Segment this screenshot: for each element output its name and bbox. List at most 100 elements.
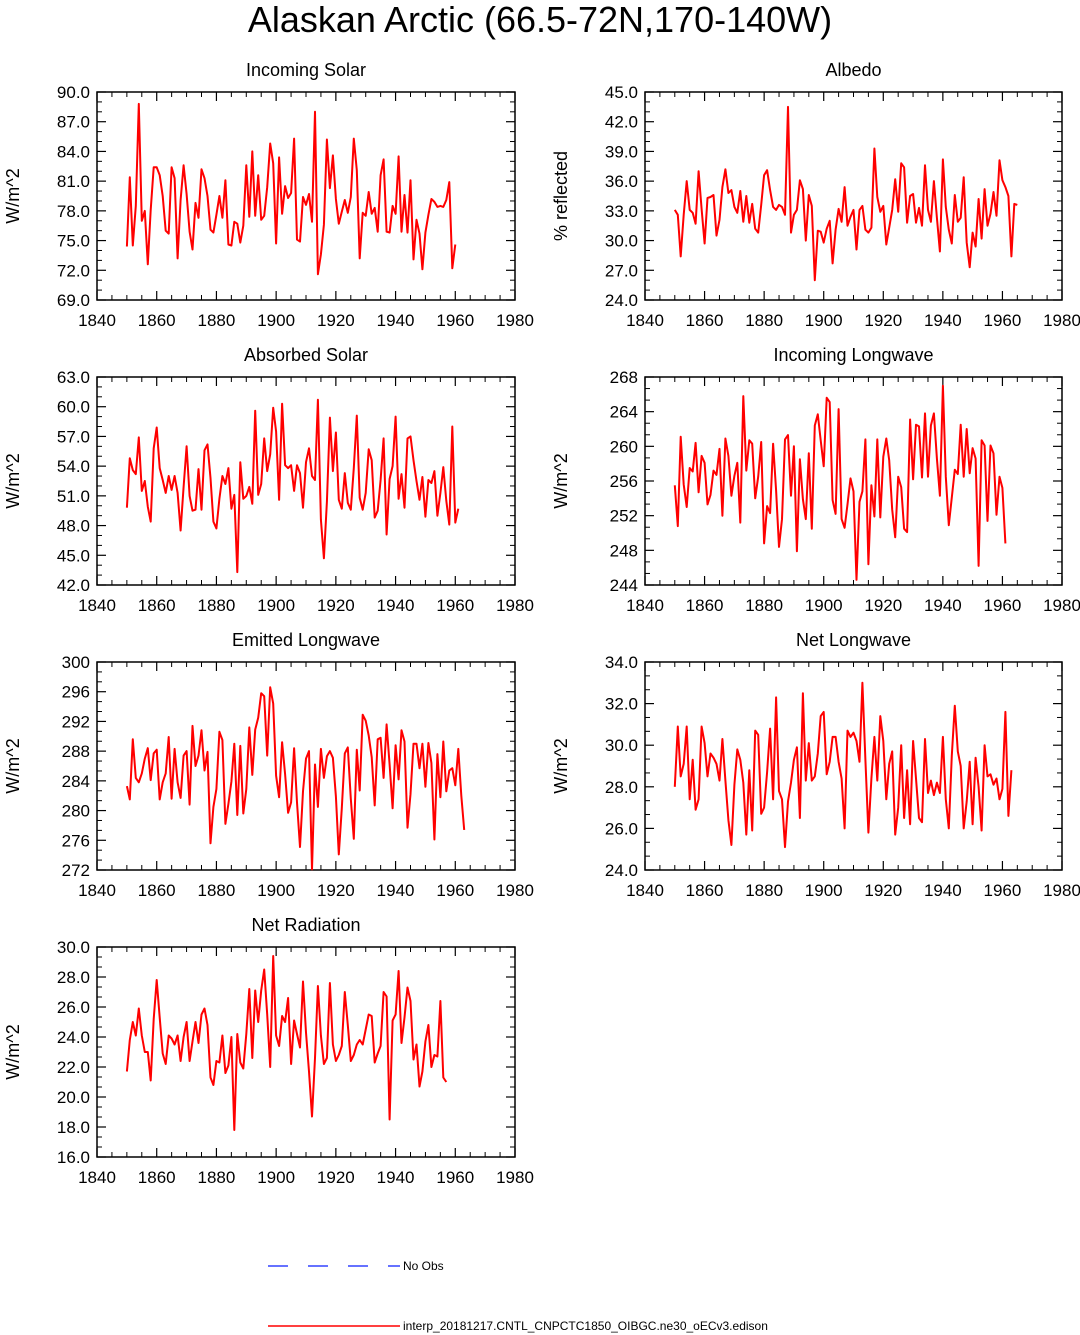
y-tick-label: 20.0 <box>57 1088 90 1107</box>
y-tick-label: 34.0 <box>605 653 638 672</box>
y-tick-label: 69.0 <box>57 291 90 310</box>
x-tick-label: 1860 <box>138 1168 176 1187</box>
y-tick-label: 42.0 <box>605 113 638 132</box>
panel-title: Net Radiation <box>251 915 360 935</box>
panel-emitted-longwave: Emitted Longwave W/m^2 272 276 280 284 288 292 2… <box>3 630 534 900</box>
x-tick-label: 1880 <box>745 881 783 900</box>
x-tick-label: 1920 <box>864 881 902 900</box>
y-tick-label: 32.0 <box>605 695 638 714</box>
panel-incoming-longwave: Incoming Longwave W/m^2 244 248 252 256 260 264… <box>551 345 1080 615</box>
x-tick-label: 1860 <box>138 881 176 900</box>
x-tick-label: 1880 <box>198 596 236 615</box>
y-tick-label: 81.0 <box>57 172 90 191</box>
x-tick-label: 1880 <box>198 881 236 900</box>
x-tick-label: 1900 <box>805 596 843 615</box>
y-tick-label: 33.0 <box>605 202 638 221</box>
y-tick-label: 63.0 <box>57 368 90 387</box>
x-tick-label: 1840 <box>78 1168 116 1187</box>
x-tick-label: 1840 <box>78 881 116 900</box>
series-line-model <box>125 686 466 871</box>
y-tick-label: 260 <box>610 437 638 456</box>
y-tick-label: 24.0 <box>57 1028 90 1047</box>
x-tick-label: 1920 <box>317 311 355 330</box>
x-tick-label: 1920 <box>317 881 355 900</box>
x-tick-label: 1940 <box>924 311 962 330</box>
y-tick-label: 28.0 <box>57 968 90 987</box>
panel-title: Incoming Solar <box>246 60 366 80</box>
y-tick-label: 288 <box>62 742 90 761</box>
y-tick-label: 30.0 <box>57 938 90 957</box>
panel-title: Net Longwave <box>796 630 911 650</box>
x-tick-label: 1940 <box>924 881 962 900</box>
y-axis-label: W/m^2 <box>3 168 23 223</box>
x-tick-label: 1940 <box>377 311 415 330</box>
y-tick-label: 244 <box>610 576 638 595</box>
x-tick-label: 1940 <box>924 596 962 615</box>
x-tick-label: 1900 <box>257 311 295 330</box>
panel-title: Emitted Longwave <box>232 630 380 650</box>
x-tick-label: 1840 <box>626 881 664 900</box>
x-tick-label: 1960 <box>436 1168 474 1187</box>
legend: No Obs interp_20181217.CNTL_CNPCTC1850_O… <box>268 1259 768 1333</box>
series-line-model <box>673 384 1007 581</box>
y-tick-label: 60.0 <box>57 398 90 417</box>
x-tick-label: 1980 <box>496 596 534 615</box>
x-tick-label: 1900 <box>257 1168 295 1187</box>
x-tick-label: 1920 <box>864 596 902 615</box>
y-tick-label: 296 <box>62 683 90 702</box>
y-tick-label: 272 <box>62 861 90 880</box>
plot-frame <box>644 91 1063 301</box>
x-tick-label: 1940 <box>377 881 415 900</box>
x-tick-label: 1840 <box>626 311 664 330</box>
x-tick-label: 1920 <box>317 1168 355 1187</box>
x-tick-label: 1840 <box>78 596 116 615</box>
y-tick-label: 87.0 <box>57 113 90 132</box>
x-tick-label: 1980 <box>1043 596 1080 615</box>
y-tick-label: 28.0 <box>605 778 638 797</box>
y-tick-label: 75.0 <box>57 232 90 251</box>
x-tick-label: 1980 <box>496 311 534 330</box>
panel-albedo: Albedo % reflected 24.0 27.0 30.0 33.0 36.0 39.… <box>551 60 1080 330</box>
x-tick-label: 1920 <box>864 311 902 330</box>
x-tick-label: 1860 <box>138 596 176 615</box>
series-line-model <box>125 102 457 276</box>
y-tick-label: 54.0 <box>57 457 90 476</box>
y-tick-label: 284 <box>62 772 90 791</box>
y-tick-label: 45.0 <box>605 83 638 102</box>
x-tick-label: 1960 <box>984 596 1022 615</box>
panel-net-longwave: Net Longwave W/m^2 24.0 26.0 28.0 30.0 32.0 34.… <box>551 630 1080 900</box>
x-tick-label: 1980 <box>1043 881 1080 900</box>
y-tick-label: 24.0 <box>605 861 638 880</box>
x-tick-label: 1880 <box>198 311 236 330</box>
y-axis-label: W/m^2 <box>551 453 571 508</box>
y-tick-label: 72.0 <box>57 261 90 280</box>
y-tick-label: 27.0 <box>605 261 638 280</box>
series-line-model <box>125 398 460 574</box>
y-tick-label: 42.0 <box>57 576 90 595</box>
x-tick-label: 1940 <box>377 596 415 615</box>
legend-model-label: interp_20181217.CNTL_CNPCTC1850_OIBGC.ne… <box>403 1319 768 1333</box>
y-tick-label: 26.0 <box>57 998 90 1017</box>
x-tick-label: 1920 <box>317 596 355 615</box>
x-tick-label: 1840 <box>78 311 116 330</box>
x-tick-label: 1860 <box>138 311 176 330</box>
panel-incoming-solar: Incoming Solar W/m^2 69.0 72.0 75.0 78.0 81.0 8… <box>3 60 534 330</box>
x-tick-label: 1960 <box>436 881 474 900</box>
x-tick-label: 1960 <box>436 311 474 330</box>
y-axis-label: W/m^2 <box>551 738 571 793</box>
x-tick-label: 1960 <box>984 881 1022 900</box>
x-tick-label: 1940 <box>377 1168 415 1187</box>
panel-net-radiation: Net Radiation W/m^2 16.0 18.0 20.0 22.0 24.0 26… <box>3 915 534 1187</box>
y-tick-label: 78.0 <box>57 202 90 221</box>
x-tick-label: 1860 <box>686 596 724 615</box>
y-tick-label: 39.0 <box>605 142 638 161</box>
y-tick-label: 276 <box>62 831 90 850</box>
x-tick-label: 1880 <box>745 311 783 330</box>
y-axis-label: % reflected <box>551 151 571 241</box>
y-tick-label: 18.0 <box>57 1118 90 1137</box>
y-tick-label: 26.0 <box>605 819 638 838</box>
x-tick-label: 1880 <box>745 596 783 615</box>
panel-title: Incoming Longwave <box>773 345 933 365</box>
y-tick-label: 300 <box>62 653 90 672</box>
